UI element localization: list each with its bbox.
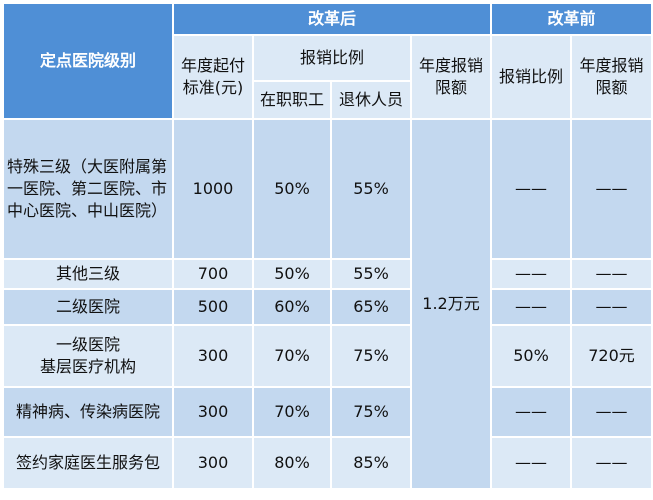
row-retired-ratio: 85% <box>330 436 412 490</box>
row-before-limit: —— <box>570 288 653 326</box>
row-before-ratio: 50% <box>490 324 572 388</box>
table-row: 签约家庭医生服务包 300 80% 85% —— —— <box>2 436 653 490</box>
row-before-limit: —— <box>570 436 653 490</box>
row-before-limit: —— <box>570 118 653 260</box>
row-deductible: 700 <box>172 258 254 290</box>
row-deductible: 300 <box>172 324 254 388</box>
row-retired-ratio: 75% <box>330 324 412 388</box>
header-before-reform: 改革前 <box>490 2 653 36</box>
row-before-ratio: —— <box>490 118 572 260</box>
table-row: 精神病、传染病医院 300 70% 75% —— —— <box>2 386 653 438</box>
header-before-limit: 年度报销限额 <box>570 34 653 120</box>
row-level: 签约家庭医生服务包 <box>2 436 174 490</box>
header-row-1: 定点医院级别 改革后 改革前 <box>2 2 653 120</box>
row-retired-ratio: 55% <box>330 258 412 290</box>
row-before-ratio: —— <box>490 386 572 438</box>
row-retired-ratio: 65% <box>330 288 412 326</box>
header-retired: 退休人员 <box>330 80 412 120</box>
row-retired-ratio: 75% <box>330 386 412 438</box>
merged-annual-limit: 1.2万元 <box>410 118 492 490</box>
row-level: 特殊三级（大医附属第一医院、第二医院、市中心医院、中山医院） <box>2 118 174 260</box>
row-employed-ratio: 70% <box>252 386 332 438</box>
row-level: 精神病、传染病医院 <box>2 386 174 438</box>
header-reimburse-ratio: 报销比例 <box>252 34 412 82</box>
table-row: 一级医院 基层医疗机构 300 70% 75% 50% 720元 <box>2 324 653 388</box>
header-row-2: 年度起付标准(元) 报销比例 年度报销限额 报销比例 年度报销限额 <box>3 34 653 120</box>
row-deductible: 300 <box>172 386 254 438</box>
row-employed-ratio: 60% <box>252 288 332 326</box>
row-employed-ratio: 70% <box>252 324 332 388</box>
row-before-limit: —— <box>570 258 653 290</box>
row-retired-ratio: 55% <box>330 118 412 260</box>
reimbursement-table: 定点医院级别 改革后 改革前 年度起付标准(元) 报销比例 年度报销限额 报销比… <box>2 2 653 490</box>
row-employed-ratio: 50% <box>252 258 332 290</box>
row-deductible: 1000 <box>172 118 254 260</box>
header-annual-limit: 年度报销限额 <box>410 34 492 120</box>
header-level: 定点医院级别 <box>2 2 174 120</box>
header-row-3: 在职职工 退休人员 <box>3 80 652 120</box>
header-employed: 在职职工 <box>252 80 332 120</box>
row-before-limit: 720元 <box>570 324 653 388</box>
table-row: 其他三级 700 50% 55% —— —— <box>2 258 653 290</box>
header-deductible: 年度起付标准(元) <box>172 34 254 120</box>
reimbursement-table-container: 定点医院级别 改革后 改革前 年度起付标准(元) 报销比例 年度报销限额 报销比… <box>2 2 653 490</box>
row-level: 其他三级 <box>2 258 174 290</box>
row-deductible: 300 <box>172 436 254 490</box>
header-after-reform: 改革后 <box>172 2 492 36</box>
row-employed-ratio: 80% <box>252 436 332 490</box>
row-before-ratio: —— <box>490 288 572 326</box>
row-level: 二级医院 <box>2 288 174 326</box>
row-employed-ratio: 50% <box>252 118 332 260</box>
row-deductible: 500 <box>172 288 254 326</box>
row-before-ratio: —— <box>490 436 572 490</box>
row-before-limit: —— <box>570 386 653 438</box>
table-row: 二级医院 500 60% 65% —— —— <box>2 288 653 326</box>
row-level: 一级医院 基层医疗机构 <box>2 324 174 388</box>
header-before-ratio: 报销比例 <box>490 34 572 120</box>
row-before-ratio: —— <box>490 258 572 290</box>
table-row: 特殊三级（大医附属第一医院、第二医院、市中心医院、中山医院） 1000 50% … <box>2 118 653 490</box>
